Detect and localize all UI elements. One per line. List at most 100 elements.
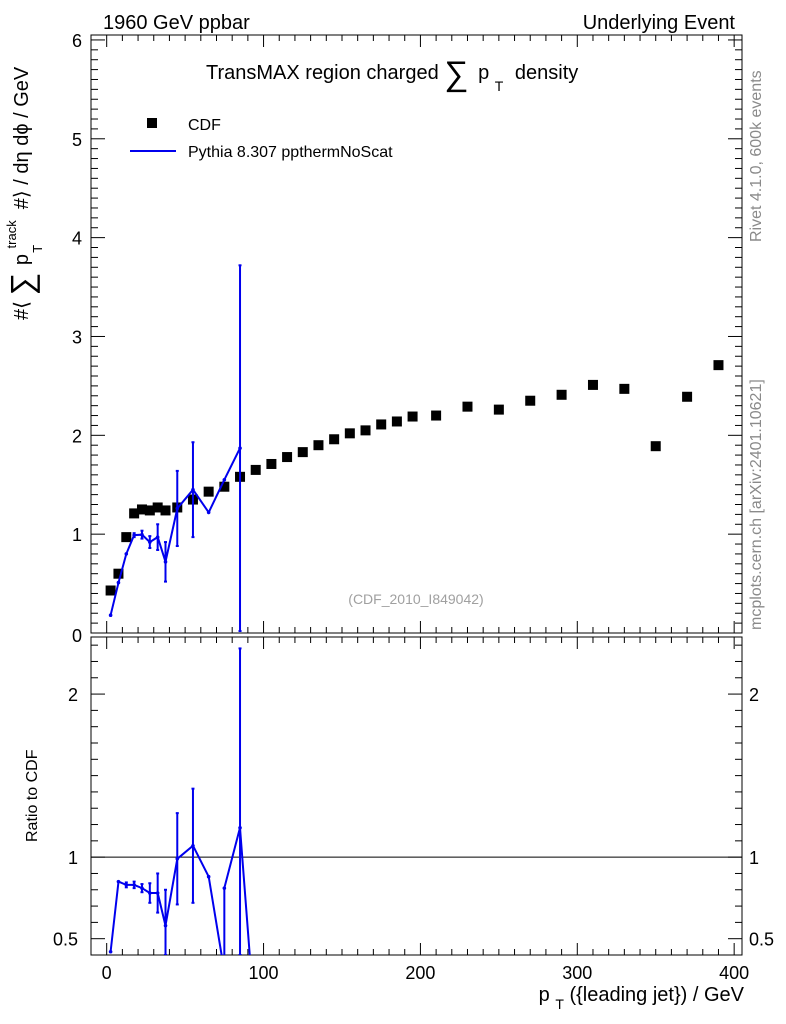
pythia-data-point (108, 613, 113, 618)
x-tick-label: 0 (102, 963, 112, 983)
ratio-data-point (206, 874, 211, 879)
x-axis-label-p: p (539, 984, 550, 1006)
pythia-data-point (148, 540, 152, 544)
cdf-data-point (136, 504, 147, 515)
cdf-data-point (619, 383, 630, 394)
y-tick-label: 2 (72, 426, 82, 446)
pythia-data-point (222, 477, 227, 482)
y-axis-label-sup: track (4, 220, 19, 249)
ratio-data-point (222, 886, 227, 890)
ratio-data-point (148, 891, 152, 895)
y-tick-label: 3 (72, 327, 82, 347)
chart-title-p: p (478, 62, 489, 84)
x-axis-label: p T ({leading jet}) / GeV (539, 984, 745, 1014)
ratio-series-line-tail (223, 827, 251, 955)
x-tick-label: 300 (562, 963, 592, 983)
ratio-tick-label-left: 1 (68, 848, 78, 868)
data-layer (91, 264, 742, 955)
ratio-tick-label-left: 2 (68, 685, 78, 705)
x-tick-label: 400 (719, 963, 749, 983)
ratio-tick-label-right: 1 (749, 848, 759, 868)
cdf-data-point (121, 532, 132, 543)
y-axis-label-p: p (11, 254, 33, 265)
y-tick-label: 4 (72, 229, 82, 249)
pythia-data-point (116, 580, 121, 585)
ratio-data-point (132, 883, 136, 887)
pythia-data-point (238, 446, 242, 450)
ratio-data-point (124, 883, 129, 887)
chart-title-sum: ∑ (444, 55, 468, 93)
ratio-series-line (109, 844, 223, 955)
cdf-data-point (297, 447, 308, 458)
cdf-data-point (105, 585, 116, 596)
pythia-series-line (109, 447, 241, 616)
y-axis-label-post: #⟩ / dη dϕ / GeV (11, 66, 33, 209)
ratio-tick-label-right: 2 (749, 685, 759, 705)
ratio-data-point (238, 826, 242, 830)
rivet-version-label: Rivet 4.1.0, 600k events (748, 70, 765, 242)
ratio-panel-frame (90, 636, 743, 956)
ratio-y-axis-label: Ratio to CDF (24, 749, 41, 842)
pythia-data-point (132, 533, 136, 537)
cdf-data-point (431, 410, 442, 421)
cdf-data-point (144, 505, 155, 516)
x-tick-label: 200 (405, 963, 435, 983)
chart-title-sub: T (495, 78, 504, 94)
y-axis-label-sub: T (30, 245, 45, 253)
ratio-tick-label-right: 0.5 (749, 930, 774, 950)
y-tick-label: 6 (72, 31, 82, 51)
axis-ticks: 0 100 200 300 400 1 2 3 4 5 6 0.5 0.5 1 1 2 2 (53, 31, 774, 983)
y-axis-label: #⟨ ∑ p track T #⟩ / dη dϕ / GeV (0, 66, 47, 320)
pythia-data-point (140, 532, 144, 537)
ratio-data-point (155, 891, 160, 895)
ratio-data-point (140, 886, 144, 890)
cdf-data-point (360, 425, 371, 436)
chart-title: TransMAX region charged ∑ p T density (206, 55, 578, 96)
header-left: 1960 GeV ppbar (103, 12, 250, 34)
cdf-data-point (266, 458, 277, 469)
cdf-data-point (203, 486, 214, 497)
cdf-data-point (493, 404, 504, 415)
x-tick-label: 100 (249, 963, 279, 983)
mcplots-label: mcplots.cern.ch [arXiv:2401.10621] (748, 379, 765, 630)
cdf-data-point (407, 411, 418, 422)
pythia-data-point (124, 552, 129, 556)
cdf-data-point (376, 419, 387, 430)
y-axis-label-pre: #⟨ (11, 301, 33, 320)
y-tick-label: 5 (72, 130, 82, 150)
ratio-data-point (163, 923, 168, 928)
cdf-data-point (556, 389, 567, 400)
cdf-data-point (152, 502, 163, 513)
cdf-data-point (250, 464, 261, 475)
cdf-data-point (129, 508, 140, 519)
ratio-series-group (108, 647, 251, 955)
cdf-data-point (313, 440, 324, 451)
y-tick-label-zero: 0 (72, 626, 82, 646)
pythia-data-point (206, 510, 211, 515)
cdf-data-point (713, 360, 724, 371)
legend-label-cdf: CDF (188, 117, 221, 134)
cdf-data-point (160, 505, 171, 516)
cdf-data-point (682, 391, 693, 402)
cdf-data-point (587, 379, 598, 390)
analysis-annotation: (CDF_2010_I849042) (348, 591, 483, 607)
cdf-data-point (525, 395, 536, 406)
pythia-data-point (191, 487, 195, 492)
cdf-data-point (462, 401, 473, 412)
ratio-tick-label-left: 0.5 (53, 930, 78, 950)
cdf-data-point (113, 568, 124, 579)
ratio-data-point (116, 879, 121, 884)
x-axis-label-sub: T (555, 996, 564, 1012)
chart-title-text: TransMAX region charged (206, 62, 439, 84)
cdf-data-point (219, 481, 230, 492)
ratio-data-point (108, 949, 113, 954)
x-axis-label-rest: ({leading jet}) / GeV (569, 984, 744, 1006)
cdf-data-point (650, 441, 661, 452)
main-panel-frame (90, 34, 743, 634)
ratio-data-point (191, 843, 195, 848)
cdf-data-point (391, 416, 402, 427)
pythia-data-point (175, 506, 180, 511)
ratio-data-point (175, 856, 180, 861)
chart-title-post: density (515, 62, 578, 84)
